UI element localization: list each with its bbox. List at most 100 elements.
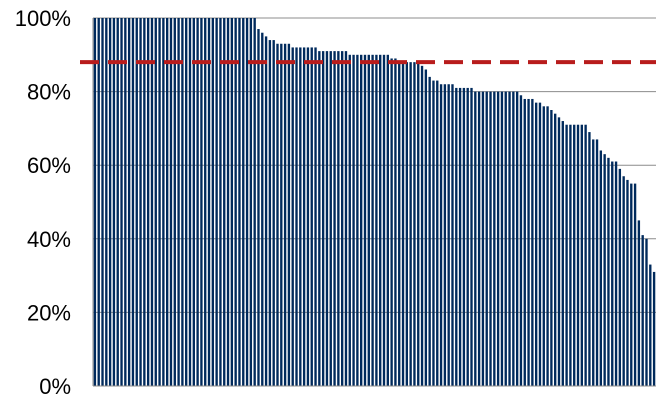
bar [223,18,226,386]
bar [272,40,275,386]
bar [633,183,637,386]
bar [477,91,481,386]
bar [299,47,302,386]
bar [573,124,576,386]
bar [375,54,378,387]
bar [253,18,256,386]
bar [344,51,348,387]
bar [523,98,526,387]
bar [451,84,454,387]
bar [363,54,367,387]
bar [436,80,439,386]
bar [291,47,294,386]
bar [569,124,572,386]
y-tick-label: 0% [39,374,71,399]
bar [618,168,622,386]
bar [496,91,500,386]
bar [261,32,264,386]
bar [474,91,477,386]
bar [257,29,260,386]
bar [580,124,584,386]
bar [219,18,222,386]
bar [485,91,488,386]
y-tick-labels: 0% 20% 40% 60% 80% 100% [15,6,71,399]
bar [649,264,652,386]
bar [603,154,606,386]
bar [538,102,542,386]
bar [333,51,336,387]
bar [124,18,127,386]
bar [512,91,515,386]
bar [607,157,610,386]
bar [367,54,370,387]
bar [249,18,253,386]
bar [340,51,344,387]
bar [519,95,523,386]
bar [630,183,633,386]
bar [192,18,195,386]
bar-series [93,18,656,387]
bar [614,161,618,386]
bar [211,18,215,386]
bar [561,121,564,386]
bar [321,51,325,387]
bar [424,69,428,387]
bar [641,235,644,386]
bar [139,18,142,386]
bar [455,87,458,387]
bar [101,18,104,386]
bar [204,18,207,386]
bar [245,18,249,386]
bar [584,124,587,386]
bar [386,54,389,387]
bar [348,54,351,387]
bar [401,62,405,386]
bar [371,54,374,387]
bar [169,18,173,386]
bar [508,91,511,386]
bar [207,18,211,386]
y-tick-label: 80% [27,80,71,105]
bar [462,87,466,387]
bar [154,18,157,386]
bar [318,51,321,387]
bar [428,76,431,386]
bar [637,220,641,386]
bar [146,18,150,386]
bar [120,18,123,386]
bar [576,124,580,386]
bar [409,62,412,386]
bar [413,62,416,386]
bar [652,271,656,386]
bar [264,36,268,387]
bar [599,150,603,386]
bar [116,18,119,386]
bar [287,43,291,386]
bar [534,102,538,386]
bar [230,18,234,386]
bar [177,18,180,386]
bar [481,91,485,386]
bar [447,84,450,387]
bar [108,18,112,386]
bar [302,47,306,386]
bar [105,18,108,386]
bar [165,18,169,386]
bar [379,54,382,387]
bar [432,80,435,386]
bar [196,18,199,386]
bar [280,43,283,386]
bar [515,91,519,386]
y-tick-label: 100% [15,6,71,31]
bar [295,47,298,386]
axes [92,18,656,387]
bar [352,54,355,387]
bar [162,18,165,386]
y-tick-label: 40% [27,227,71,252]
bar [500,91,504,386]
bar [417,62,420,386]
bar [398,62,401,386]
bar [588,132,591,386]
bar [215,18,218,386]
bar [185,18,188,386]
